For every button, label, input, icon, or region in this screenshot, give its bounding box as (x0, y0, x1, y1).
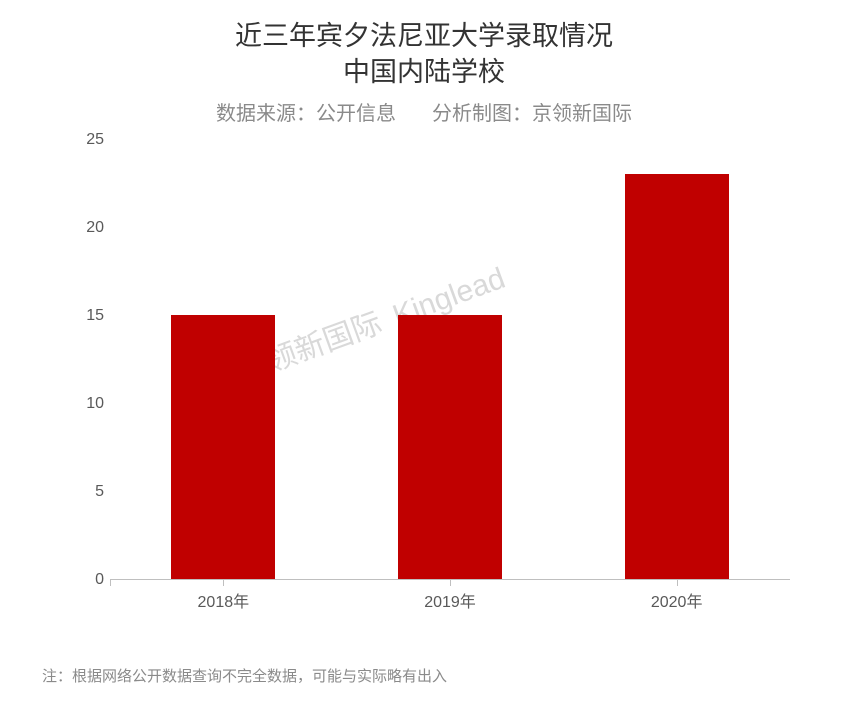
y-tick-label: 5 (70, 483, 104, 501)
y-tick-label: 20 (70, 219, 104, 237)
x-tick-mark (450, 580, 451, 586)
y-tick-label: 10 (70, 395, 104, 413)
bar (625, 174, 729, 579)
footnote: 注：根据网络公开数据查询不完全数据，可能与实际略有出入 (42, 665, 447, 686)
chart-area: 0510152025 2018年2019年2020年 (70, 140, 790, 610)
x-tick-label: 2019年 (424, 588, 476, 612)
subtitle-source: 数据来源：公开信息 (216, 97, 396, 126)
chart-title-block: 近三年宾夕法尼亚大学录取情况 中国内陆学校 数据来源：公开信息 分析制图：京领新… (0, 0, 848, 126)
y-tick-label: 15 (70, 307, 104, 325)
x-tick-mark (223, 580, 224, 586)
y-axis: 0510152025 (70, 140, 110, 580)
chart-title-line1: 近三年宾夕法尼亚大学录取情况 (0, 18, 848, 54)
x-tick-mark (110, 580, 111, 586)
bar (171, 315, 275, 579)
x-axis: 2018年 2019年 2020年 (110, 588, 790, 612)
chart-subtitle: 数据来源：公开信息 分析制图：京领新国际 (0, 97, 848, 126)
x-tick-label: 2020年 (651, 588, 703, 612)
y-tick-label: 25 (70, 131, 104, 149)
chart-title-line2: 中国内陆学校 (0, 54, 848, 90)
plot-region (110, 140, 790, 580)
x-tick-mark (677, 580, 678, 586)
x-tick-label: 2018年 (198, 588, 250, 612)
subtitle-author: 分析制图：京领新国际 (432, 97, 632, 126)
bar (398, 315, 502, 579)
y-tick-label: 0 (70, 571, 104, 589)
